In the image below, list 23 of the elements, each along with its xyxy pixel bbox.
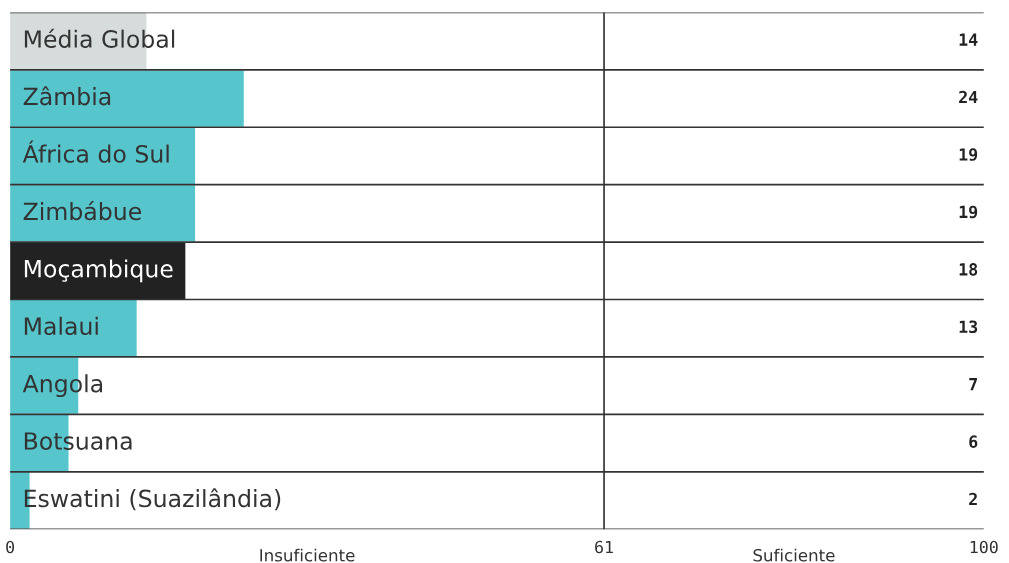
- text: Suficiente: [753, 548, 835, 562]
- y-tick-label: Malaui: [24, 316, 98, 336]
- text: Insuficiente: [260, 548, 355, 562]
- y-tick-label: Zâmbia: [23, 86, 111, 106]
- data-label: 6: [969, 435, 978, 448]
- y-tick-label: Média Global: [24, 28, 175, 48]
- bar: [10, 242, 186, 299]
- data-label: 14: [959, 33, 978, 46]
- x-tick-label: 61: [595, 540, 613, 554]
- x-tick-label: 0: [6, 540, 15, 554]
- y-tick-label: Zimbábue: [23, 201, 141, 221]
- bar: [10, 300, 137, 357]
- data-label: 13: [959, 320, 978, 334]
- y-tick-label: África do Sul: [22, 140, 169, 163]
- bar: [10, 70, 244, 127]
- data-label: 24: [959, 90, 978, 104]
- data-label: 18: [959, 263, 978, 276]
- data-label: 19: [959, 205, 978, 219]
- data-label: 19: [959, 148, 978, 161]
- y-tick-label: Moçambique: [24, 259, 173, 283]
- data-label: 2: [969, 492, 977, 506]
- x-tick-label: 100: [970, 540, 998, 554]
- data-label: 7: [969, 378, 977, 391]
